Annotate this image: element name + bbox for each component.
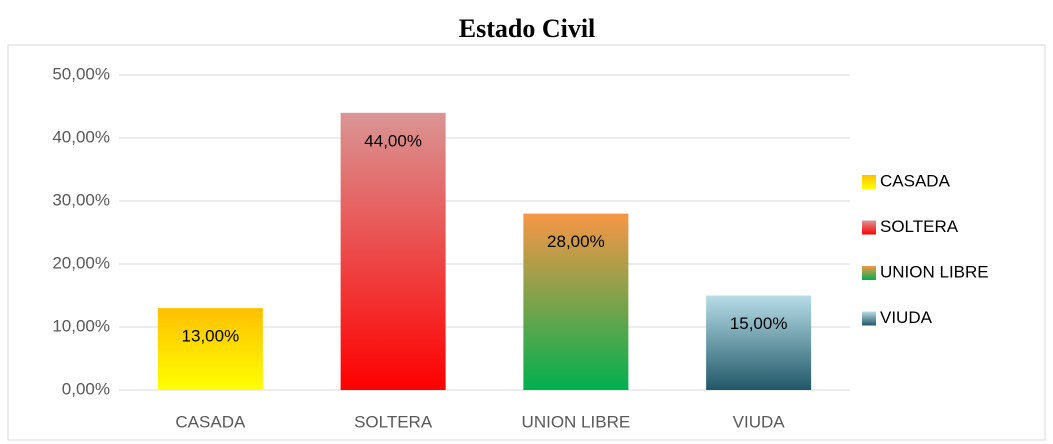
value-label: 15,00% [730,314,788,333]
y-tick-label: 50,00% [52,64,110,83]
y-tick-label: 30,00% [52,190,110,209]
y-tick-label: 0,00% [62,379,110,398]
bar [523,213,629,390]
chart-frame [7,44,1046,441]
legend-label: SOLTERA [880,217,959,236]
y-tick-label: 10,00% [52,316,110,335]
legend-swatch [862,220,876,235]
y-tick-label: 40,00% [52,127,110,146]
value-label: 28,00% [547,232,605,251]
legend-label: UNION LIBRE [880,262,989,281]
chart-title: Estado Civil [459,14,596,43]
legend-label: CASADA [880,171,951,190]
y-tick-label: 20,00% [52,253,110,272]
bar [706,295,812,390]
value-label: 13,00% [182,327,240,346]
legend-label: VIUDA [880,308,933,327]
bar [340,112,446,391]
x-tick-label: CASADA [175,412,246,431]
legend-swatch [862,311,876,326]
legend-swatch [862,175,876,189]
value-label: 44,00% [364,131,422,150]
x-tick-label: UNION LIBRE [522,412,631,431]
legend-swatch [862,266,876,280]
bar [157,308,263,390]
x-tick-label: VIUDA [733,412,786,431]
x-tick-label: SOLTERA [354,412,433,431]
